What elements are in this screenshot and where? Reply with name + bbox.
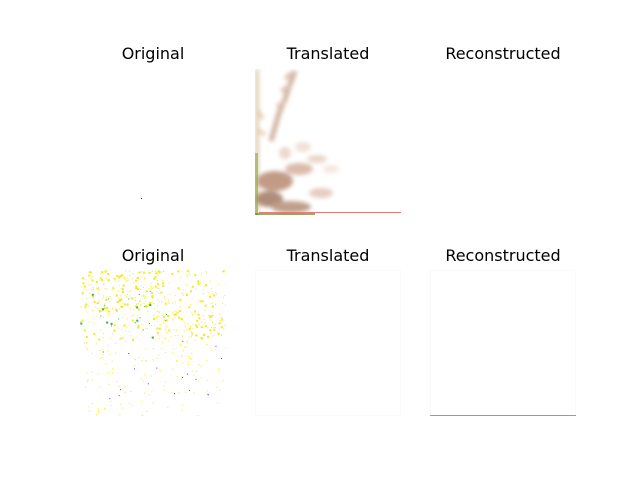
original-image-2	[80, 270, 226, 416]
panel-title-translated-2: Translated	[286, 246, 370, 265]
panel-title-reconstructed-1: Reconstructed	[445, 44, 561, 63]
panel-title-original-1: Original	[121, 44, 185, 63]
panel-title-original-2: Original	[121, 246, 185, 265]
translated-image-1	[255, 69, 401, 215]
reconstructed-image-2	[430, 270, 576, 416]
translated-image-2	[255, 270, 401, 416]
panel-title-reconstructed-2: Reconstructed	[445, 246, 561, 265]
reconstructed-image-1	[430, 69, 576, 215]
original-image-1	[80, 69, 226, 215]
panel-title-translated-1: Translated	[286, 44, 370, 63]
